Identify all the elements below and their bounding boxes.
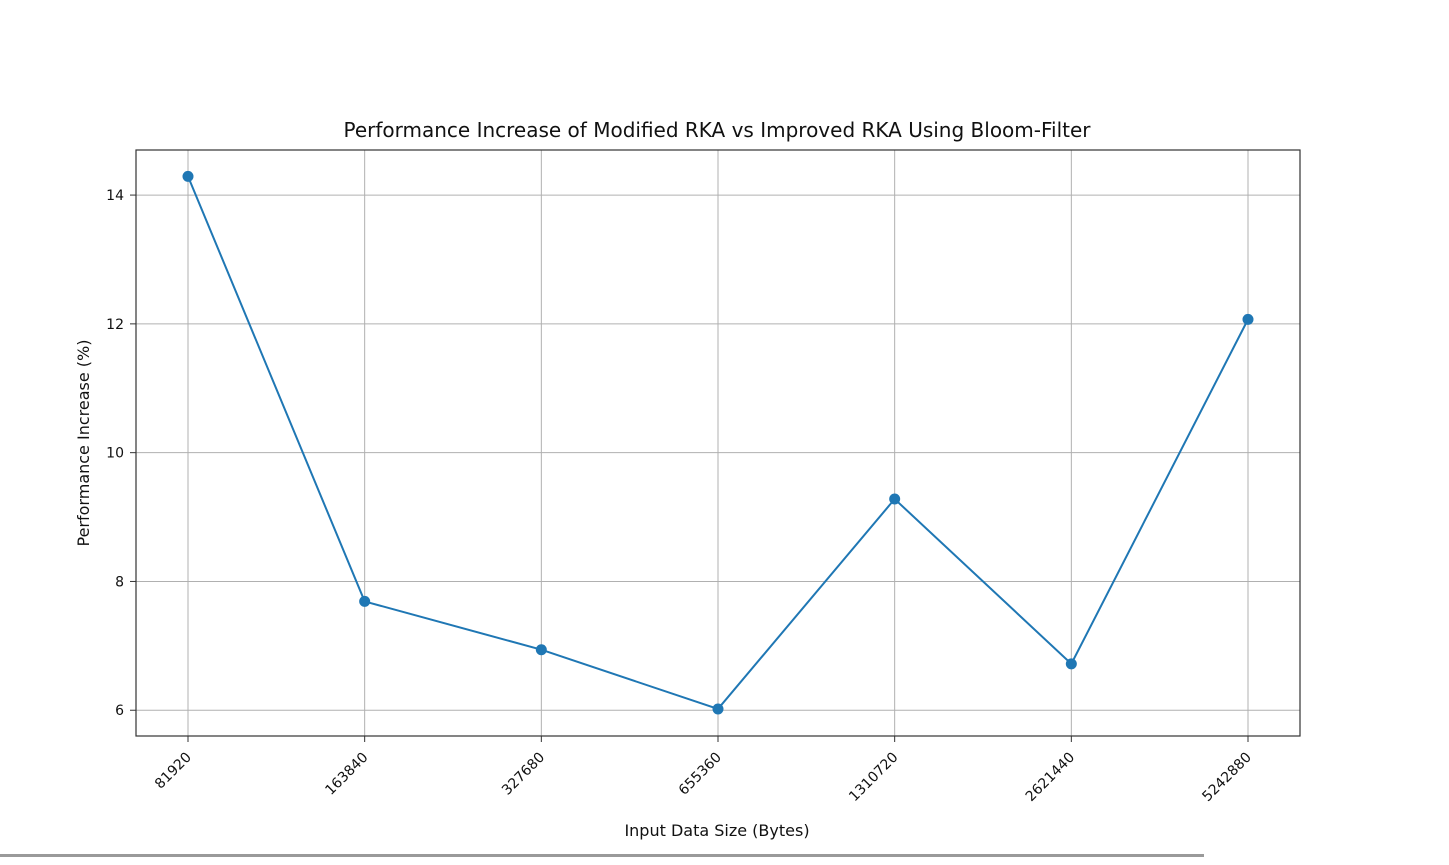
x-tick-label: 5242880: [1199, 750, 1254, 805]
x-tick-label: 81920: [152, 750, 195, 793]
y-tick-label: 14: [106, 188, 124, 204]
y-tick-label: 10: [106, 446, 124, 462]
x-tick-label: 163840: [322, 750, 371, 799]
data-point: [1242, 313, 1254, 325]
x-axis-ticks: 81920 163840 327680 655360 1310720 2621440 524…: [152, 736, 1255, 805]
x-tick-label: 1310720: [846, 750, 901, 805]
grid-lines: [136, 150, 1300, 736]
y-axis-ticks: 6 8 10 12 14: [106, 188, 136, 719]
y-tick-label: 8: [115, 574, 124, 590]
data-point: [535, 644, 547, 656]
y-tick-label: 12: [106, 317, 124, 333]
data-point: [1065, 658, 1077, 670]
series-layer: [182, 170, 1254, 715]
bottom-divider: [0, 854, 1204, 857]
data-point: [182, 170, 194, 182]
x-axis-label: Input Data Size (Bytes): [624, 821, 809, 840]
y-tick-label: 6: [115, 703, 124, 719]
chart-title: Performance Increase of Modified RKA vs …: [343, 118, 1091, 142]
data-point: [712, 703, 724, 715]
x-tick-label: 655360: [676, 750, 725, 799]
y-axis-label: Performance Increase (%): [74, 340, 93, 547]
data-point: [889, 493, 901, 505]
x-tick-label: 327680: [499, 750, 548, 799]
data-point: [359, 595, 371, 607]
x-tick-label: 2621440: [1023, 750, 1078, 805]
